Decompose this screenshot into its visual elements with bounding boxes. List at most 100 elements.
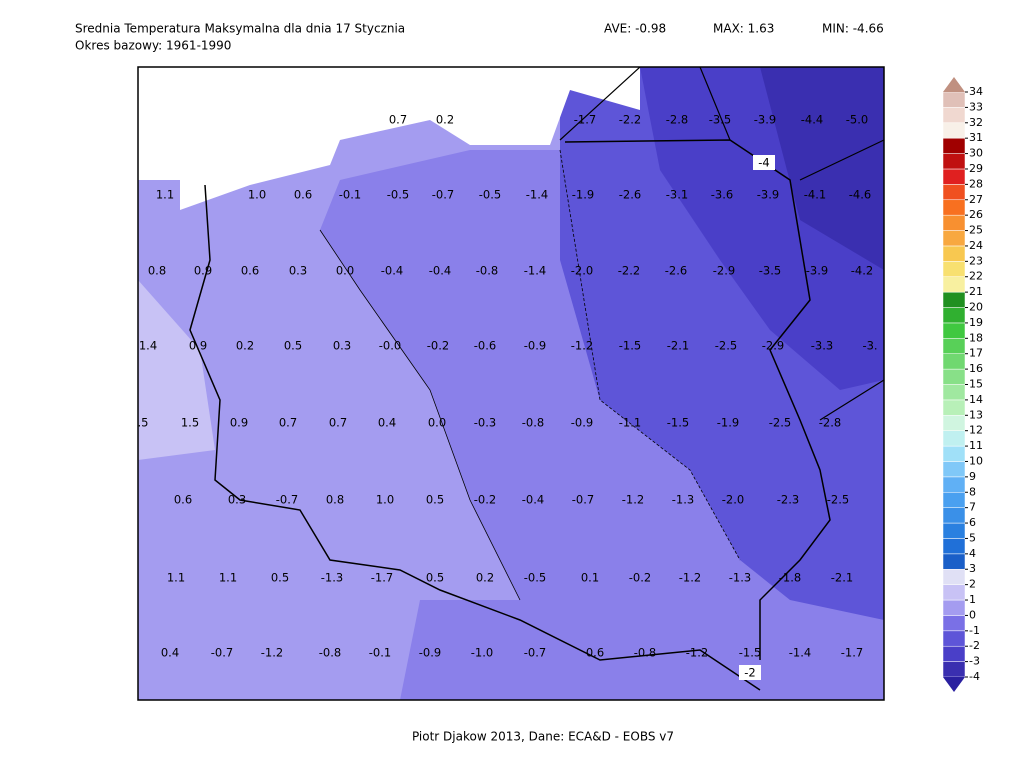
contour-line: [319, 229, 521, 601]
colorbar-over: [943, 77, 965, 92]
map-value-label: -0.1: [369, 646, 391, 660]
colorbar-bin: [942, 199, 966, 216]
colorbar-label: 21: [969, 285, 983, 298]
colorbar-label: 3: [969, 562, 976, 575]
colorbar-label: -2: [969, 639, 980, 652]
contour-label: -4: [758, 156, 769, 170]
colorbar-label: 23: [969, 254, 983, 267]
map-value-label: -1.0: [471, 646, 493, 660]
map: -4 -2: [137, 66, 885, 701]
colorbar-bin: [942, 399, 966, 416]
map-value-label: -1.7: [841, 646, 863, 660]
colorbar-label: 17: [969, 347, 983, 360]
map-value-label: -0.9: [571, 416, 593, 430]
colorbar-bin: [942, 137, 966, 154]
title: Srednia Temperatura Maksymalna dla dnia …: [75, 22, 405, 36]
colorbar-label: 34: [969, 85, 983, 98]
footer: Piotr Djakow 2013, Dane: ECA&D - EOBS v7: [412, 730, 674, 744]
colorbar-label: -1: [969, 624, 980, 637]
map-value-label: 0.4: [161, 646, 179, 660]
map-value-label: -1.5: [667, 416, 689, 430]
map-value-label: -2.2: [619, 113, 641, 127]
colorbar-label: -4: [969, 670, 980, 683]
region-warm: [138, 67, 560, 700]
map-value-label: -0.9: [419, 646, 441, 660]
map-value-label: 1.0: [376, 493, 394, 507]
colorbar-label: 12: [969, 424, 983, 437]
map-value-label: -4.1: [804, 188, 826, 202]
colorbar-bin: [942, 353, 966, 370]
map-value-label: -1.8: [779, 571, 801, 585]
map-value-label: -3.9: [806, 264, 828, 278]
colorbar-bin: [942, 307, 966, 324]
contour-label-box: [739, 665, 761, 680]
map-value-label: -2.6: [619, 188, 641, 202]
map-value-label: -0.7: [524, 646, 546, 660]
map-value-label: -3.3: [811, 339, 833, 353]
map-value-label: .5: [138, 416, 149, 430]
colorbar-bin: [942, 430, 966, 447]
map-value-label: -2.9: [713, 264, 735, 278]
map-value-label: 1.1: [156, 188, 174, 202]
map-value-label: -0.7: [432, 188, 454, 202]
map-value-label: -2.5: [715, 339, 737, 353]
map-value-label: -2.0: [571, 264, 593, 278]
map-value-label: -0.2: [474, 493, 496, 507]
colorbar-bin: [942, 553, 966, 570]
colorbar-bin: [942, 384, 966, 401]
colorbar-bin: [942, 153, 966, 170]
colorbar-label: 0: [969, 608, 976, 621]
map-value-label: 0.7: [389, 113, 407, 127]
map-value-label: -2.0: [722, 493, 744, 507]
map-value-label: -2.6: [665, 264, 687, 278]
map-value-label: -1.2: [686, 646, 708, 660]
map-value-label: -3.5: [759, 264, 781, 278]
map-value-label: -0.2: [427, 339, 449, 353]
sea: [138, 67, 640, 210]
map-value-label: -3.1: [666, 188, 688, 202]
colorbar-label: 27: [969, 193, 983, 206]
colorbar-label: 11: [969, 439, 983, 452]
map-value-label: 0.7: [329, 416, 347, 430]
colorbar-label: 19: [969, 316, 983, 329]
map-value-label: 0.9: [230, 416, 248, 430]
colorbar-bin: [942, 538, 966, 555]
map-value-label: -1.1: [619, 416, 641, 430]
map-value-label: -4.4: [801, 113, 823, 127]
colorbar-bin: [942, 584, 966, 601]
colorbar-bin: [942, 184, 966, 201]
map-value-label: -0.5: [479, 188, 501, 202]
map-value-label: -2.5: [827, 493, 849, 507]
map-value-label: 1.5: [181, 416, 199, 430]
map-value-label: -0.7: [572, 493, 594, 507]
map-value-label: -0.7: [211, 646, 233, 660]
map-value-label: -0.8: [634, 646, 656, 660]
colorbar-bin: [942, 230, 966, 247]
colorbar-bin: [942, 322, 966, 339]
map-value-label: 0.5: [271, 571, 289, 585]
colorbar-label: 32: [969, 116, 983, 129]
map-value-label: -3.6: [711, 188, 733, 202]
contour-label-box: [753, 155, 775, 170]
colorbar-label: 24: [969, 239, 983, 252]
colorbar-label: 1: [969, 593, 976, 606]
colorbar-label: 29: [969, 162, 983, 175]
map-value-label: 1.1: [219, 571, 237, 585]
colorbar-bin: [942, 261, 966, 277]
map-value-label: -0.0: [379, 339, 401, 353]
map-value-label: -1.2: [261, 646, 283, 660]
colorbar-label: 8: [969, 485, 976, 498]
colorbar-bin: [942, 645, 966, 662]
map-value-label: -0.9: [524, 339, 546, 353]
colorbar-label: 26: [969, 208, 983, 221]
colorbar-label: 25: [969, 224, 983, 237]
map-value-label: -0.8: [522, 416, 544, 430]
colorbar-label: 20: [969, 301, 983, 314]
map-value-label: -2.8: [666, 113, 688, 127]
map-value-label: -4.6: [849, 188, 871, 202]
map-value-label: -1.9: [717, 416, 739, 430]
map-value-label: -0.7: [276, 493, 298, 507]
map-value-label: 0.3: [228, 493, 246, 507]
colorbar-label: 16: [969, 362, 983, 375]
